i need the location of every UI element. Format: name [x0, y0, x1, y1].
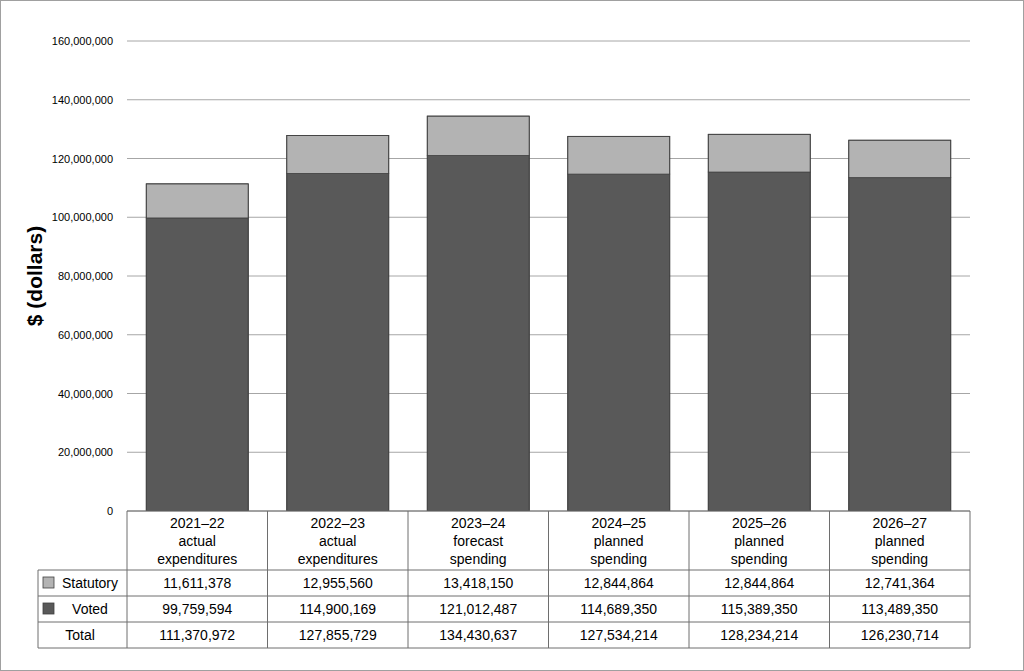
grid-line — [127, 276, 970, 277]
bar-segment — [146, 184, 248, 218]
bar-segment — [287, 135, 389, 173]
table-line — [127, 511, 970, 512]
table-value: 13,418,150 — [443, 575, 513, 591]
grid-line — [127, 99, 970, 100]
bar-segment — [427, 156, 529, 511]
bar-total-outline — [708, 134, 810, 511]
bar-total-outline — [146, 184, 248, 511]
bar-segment — [568, 174, 670, 511]
table-value: 126,230,714 — [861, 627, 939, 643]
grid-line — [127, 334, 970, 335]
table-line — [127, 511, 128, 648]
y-tick-label: 160,000,000 — [52, 35, 113, 47]
grid-line — [127, 217, 970, 218]
legend-swatch — [43, 577, 54, 588]
table-value: 128,234,214 — [720, 627, 798, 643]
grid-line — [127, 41, 970, 42]
y-tick-label: 20,000,000 — [58, 446, 113, 458]
table-value: 115,389,350 — [721, 601, 798, 617]
grid-line — [127, 393, 970, 394]
table-line — [689, 511, 690, 648]
bar-total-outline — [568, 136, 670, 511]
table-value: 114,689,350 — [580, 601, 657, 617]
table-value: 114,900,169 — [299, 601, 376, 617]
bar-segment — [287, 173, 389, 511]
table-value: 111,370,972 — [159, 627, 235, 643]
y-axis: 0 20,000,000 40,000,000 60,000,000 80,000,00… — [52, 35, 970, 517]
bar-segment — [146, 218, 248, 511]
x-tick-label: 2021–22actualexpenditures — [157, 515, 237, 567]
grid-line — [127, 452, 970, 453]
x-tick-label: 2023–24forecastspending — [450, 515, 507, 567]
table-line — [267, 511, 268, 648]
legend-swatch — [43, 603, 54, 614]
table-line — [829, 511, 830, 648]
bar-total-outline — [849, 140, 951, 511]
bar-segment — [708, 172, 810, 511]
table-value: 11,611,378 — [163, 575, 231, 591]
bar-segment — [849, 140, 951, 177]
bar-segment — [568, 136, 670, 174]
table-line — [548, 511, 549, 648]
bar-segment — [708, 134, 810, 172]
grid-line — [127, 511, 970, 512]
table-line — [38, 622, 970, 623]
table-value: 12,844,864 — [584, 575, 654, 591]
table-value: 12,741,364 — [865, 575, 935, 591]
x-tick-label: 2022–23actualexpenditures — [298, 515, 378, 567]
table-value: 134,430,637 — [439, 627, 517, 643]
table-value: 12,844,864 — [724, 575, 794, 591]
y-tick-label: 120,000,000 — [52, 153, 113, 165]
y-tick-label: 140,000,000 — [52, 94, 113, 106]
table-value: 127,855,729 — [299, 627, 377, 643]
row-label: Total — [65, 627, 95, 643]
table-line — [408, 511, 409, 648]
table-line — [38, 596, 970, 597]
x-tick-label: 2024–25plannedspending — [590, 515, 647, 567]
table-value: 99,759,594 — [162, 601, 232, 617]
x-tick-label: 2026–27plannedspending — [871, 515, 928, 567]
legend-label: Statutory — [62, 575, 118, 591]
table-line — [38, 570, 39, 648]
table-value: 127,534,214 — [580, 627, 658, 643]
table-line — [38, 570, 970, 571]
grid-line — [127, 158, 970, 159]
y-tick-label: 60,000,000 — [58, 329, 113, 341]
x-tick-label: 2025–26plannedspending — [731, 515, 788, 567]
y-tick-label: 100,000,000 — [52, 211, 113, 223]
y-tick-label: 80,000,000 — [58, 270, 113, 282]
data-table: 2021–22actualexpenditures 2022–23actualex… — [38, 511, 970, 648]
frame — [1, 1, 1024, 671]
y-tick-label: 0 — [107, 505, 113, 517]
y-tick-label: 40,000,000 — [58, 388, 113, 400]
bar-total-outline — [287, 135, 389, 511]
table-value: 12,955,560 — [303, 575, 373, 591]
table-value: 113,489,350 — [861, 601, 938, 617]
bars — [146, 116, 951, 511]
table-line — [38, 648, 970, 649]
bar-total-outline — [427, 116, 529, 511]
y-axis-title: $ (dollars) — [23, 226, 46, 326]
legend-label: Voted — [72, 601, 108, 617]
table-value: 121,012,487 — [439, 601, 517, 617]
table-line — [970, 511, 971, 648]
bar-segment — [849, 178, 951, 511]
bar-segment — [427, 116, 529, 155]
chart: 0 20,000,000 40,000,000 60,000,000 80,000,00… — [0, 0, 1024, 671]
